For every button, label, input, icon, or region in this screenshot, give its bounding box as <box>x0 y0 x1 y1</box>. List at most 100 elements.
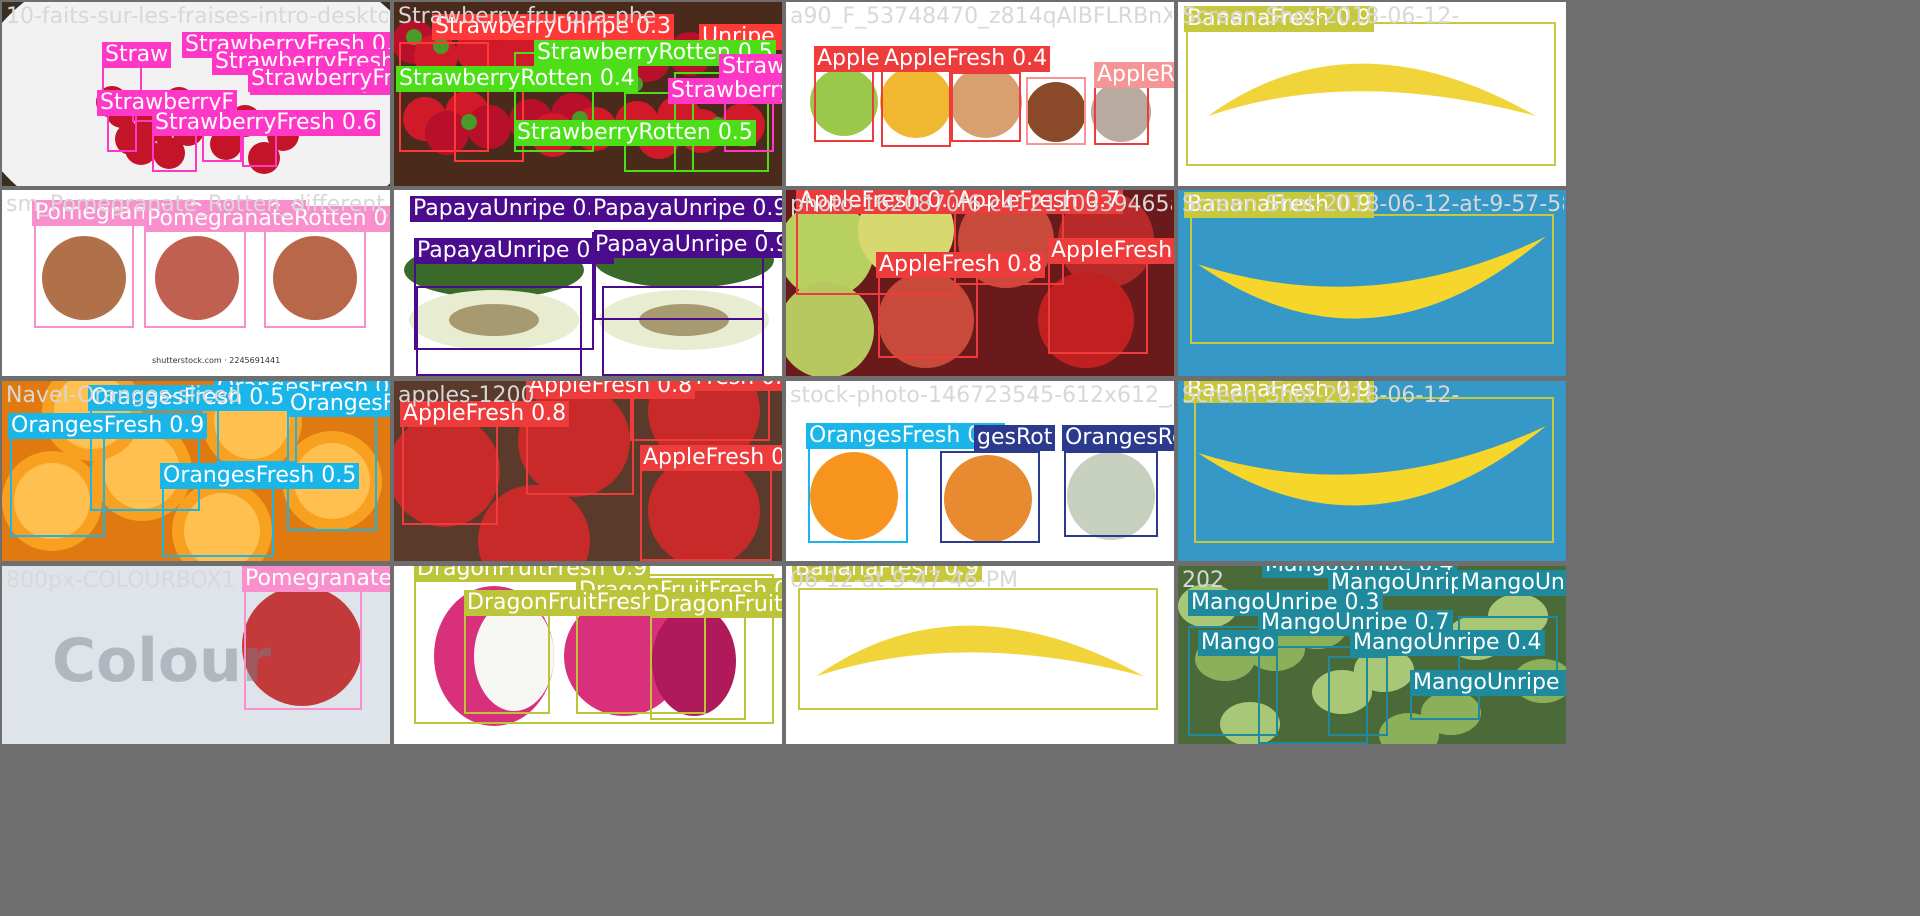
image-tile[interactable]: 202 MangoUnripe 0.4 MangoUnripe MangoUnripe… <box>1178 566 1566 744</box>
bounding-box <box>940 451 1040 543</box>
image-filename: 10-faits-sur-les-fraises-intro-desktop-1… <box>6 4 388 29</box>
detection-label: BananaFresh 0.9 <box>1184 192 1374 218</box>
fruit-photo <box>786 381 1174 561</box>
image-tile[interactable]: Screen-Shot-2018-06-12-at-9-57-58-P Banan… <box>1178 190 1566 376</box>
detection-label: AppleFresh 0.7 <box>954 190 1124 214</box>
image-filename: sm_Pomegranate_Rotten_different_29 <box>6 192 388 217</box>
image-tile[interactable]: a90_F_53748470_z814qAlBFLRBnXj7W AppleFre… <box>786 2 1174 186</box>
detection-label: OrangesFresh 0.5 <box>806 423 1006 449</box>
detection-label: BananaFresh 0.9 <box>792 566 982 582</box>
detection-label: BananaFresh 0.9 <box>1184 381 1374 403</box>
image-filename: apples-1200 <box>398 383 535 408</box>
image-tile[interactable]: photo-1620870f6-c412110339465aae83AppleF… <box>786 190 1174 376</box>
bounding-box <box>1328 656 1388 736</box>
bounding-box <box>1186 22 1556 166</box>
bounding-box <box>808 443 908 543</box>
detection-label: PapayaUnripe 0.9 <box>414 238 615 264</box>
bounding-box <box>1258 646 1368 744</box>
bounding-box <box>640 461 772 561</box>
image-tile[interactable]: Colour 800px-COLOURBOX1PomegranateRotten <box>2 566 390 744</box>
image-tile[interactable]: PapayaUnripe 0.9 PapayaUnripe 0.9 PapayaUn… <box>394 190 782 376</box>
detection-label: AppleFresh 0.8 <box>1048 238 1174 264</box>
detection-label: gesRot <box>974 425 1056 451</box>
detection-label: DragonFruitFresh <box>464 590 659 616</box>
image-filename: Screen-Shot-2018-06-12-at-9-57-58-P <box>1182 192 1564 217</box>
image-tile[interactable]: Screen-Shot-2018-06-12- BananaFresh 0.9 <box>1178 381 1566 561</box>
detection-label: MangoUnripe 0.4 <box>1350 630 1545 656</box>
detection-label: StrawberryFre <box>248 66 390 92</box>
detection-label: OrangesFresh 0.5 <box>160 463 360 489</box>
detection-label: OrangesFresh 0.9 <box>8 413 208 439</box>
detection-label: PomegranateRotten 0.9 <box>144 206 390 232</box>
detection-label: Straw <box>102 42 172 68</box>
bounding-box <box>34 220 134 328</box>
detection-label: StrawberryRotten 0.5 <box>534 40 776 66</box>
bounding-box <box>951 72 1021 142</box>
detection-label: Strawberr <box>719 54 782 80</box>
bounding-box <box>402 421 498 525</box>
detection-label: PomegranateRotten <box>242 566 390 592</box>
detection-label: StrawberryUnripe 0.3 <box>432 14 675 40</box>
watermark: Colour <box>52 626 272 696</box>
bounding-box <box>594 230 764 320</box>
detection-label: AppleFresh 0.4 <box>630 381 782 391</box>
image-tile[interactable]: 10-faits-sur-les-fraises-intro-desktop-1… <box>2 2 390 186</box>
detection-label: AppleFresh 0.5 <box>640 445 782 471</box>
bounding-box <box>244 584 362 710</box>
bounding-box <box>264 220 366 328</box>
image-tile[interactable]: Screen-Shot-2018-06-12- BananaFresh 0.9 <box>1178 2 1566 186</box>
detection-label: StrawberryFresh 0.6 <box>152 110 380 136</box>
fruit-photo <box>1178 190 1566 376</box>
detection-label: MangoUnripe 0 <box>1410 670 1566 696</box>
detection-label: DragonFruitFresh 0.8 <box>650 592 782 618</box>
bounding-box <box>798 588 1158 710</box>
bounding-box <box>1190 214 1554 344</box>
detection-label: StrawberryFresh 0.4 <box>668 78 782 104</box>
detection-label: AppleRotten 0.8 <box>1094 62 1174 88</box>
detection-label: PapayaUnripe 0.9 <box>592 232 782 258</box>
image-filename: 800px-COLOURBOX1 <box>6 568 236 593</box>
bounding-box <box>881 62 951 147</box>
detection-label: BananaFresh 0.9 <box>1184 6 1374 32</box>
bounding-box <box>152 132 197 172</box>
image-filename: 202 <box>1182 568 1224 593</box>
image-tile[interactable]: stock-photo-146723545-612x612_jpg.rf Oran… <box>786 381 1174 561</box>
bounding-box <box>1026 77 1086 145</box>
bounding-box <box>1048 254 1148 354</box>
bounding-box <box>878 268 978 358</box>
bounding-box <box>1194 397 1554 543</box>
image-tile[interactable]: 06-12-at-9-47-46-PM BananaFresh 0.9 <box>786 566 1174 744</box>
fruit-photo <box>2 566 390 744</box>
image-filename: photo-1620870f6-c412110339465aae83 <box>790 192 1172 217</box>
detection-label: MangoUnripe <box>1458 570 1566 596</box>
image-filename: a90_F_53748470_z814qAlBFLRBnXj7W <box>790 4 1172 29</box>
bounding-box <box>144 220 246 328</box>
detection-label: PapayaUnripe 0.9 <box>410 196 611 222</box>
image-tile[interactable]: Strawberry-fru-qna-phe StrawberryUnripe 0… <box>394 2 782 186</box>
detection-label: PapayaUnripe 0.9 <box>590 196 782 222</box>
bounding-box <box>162 477 274 557</box>
image-filename: Screen-Shot-2018-06-12- <box>1182 4 1460 29</box>
detection-label: Mango <box>1198 630 1278 656</box>
detection-label: AppleFresh 0.8 <box>400 401 570 427</box>
bounding-box <box>602 286 764 376</box>
image-filename: Navel-Oranges-sliced <box>6 383 242 408</box>
detection-label: AppleFresh 0.8 <box>876 252 1046 278</box>
bounding-box <box>242 132 277 167</box>
detection-label: OrangesRotten 0.9 <box>1062 425 1174 451</box>
stock-credit: shutterstock.com · 2245691441 <box>152 356 281 365</box>
fruit-photo <box>1178 2 1566 186</box>
detection-label: OrangesF <box>287 391 390 417</box>
bounding-box <box>1064 451 1158 537</box>
detection-label: StrawberryRotten 0.4 <box>396 66 638 92</box>
fruit-photo <box>786 566 1174 744</box>
image-tile[interactable]: shutterstock.com · 2245691441 sm_Pomegran… <box>2 190 390 376</box>
detection-label: OrangesFresh 0.5 <box>88 385 288 411</box>
bounding-box <box>399 42 489 152</box>
image-filename: 06-12-at-9-47-46-PM <box>790 568 1018 593</box>
image-filename: Screen-Shot-2018-06-12- <box>1182 383 1460 408</box>
